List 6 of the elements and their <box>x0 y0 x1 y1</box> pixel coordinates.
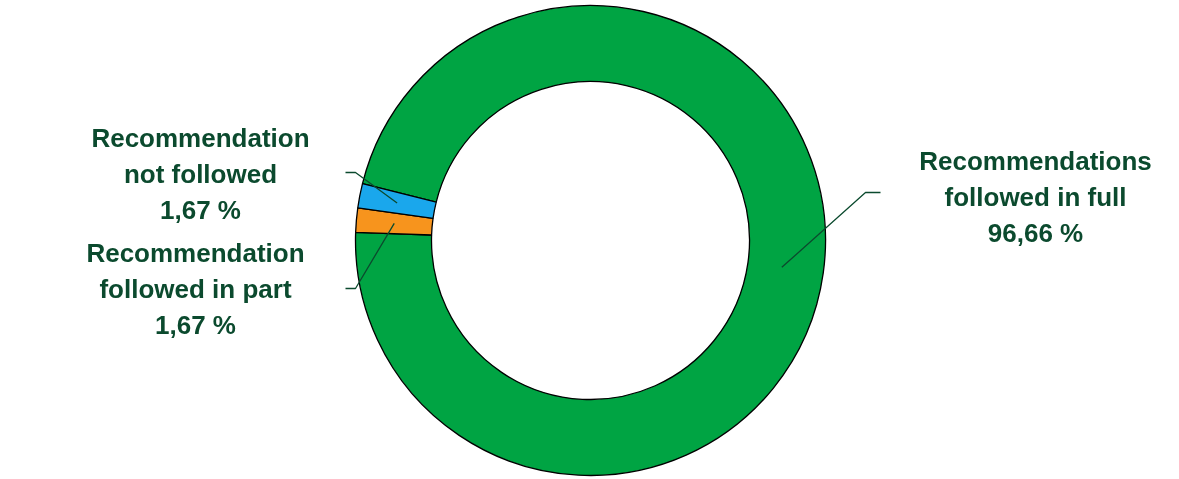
slice-label: Recommendation followed in part <box>86 237 305 304</box>
slice-label: Recommendation not followed <box>91 122 310 189</box>
data-label: 96,66 % <box>987 217 1084 248</box>
slice-label: Recommendations followed in full <box>919 145 1152 212</box>
data-label: 1,67 % <box>155 309 236 340</box>
data-label: 1,67 % <box>160 194 241 225</box>
